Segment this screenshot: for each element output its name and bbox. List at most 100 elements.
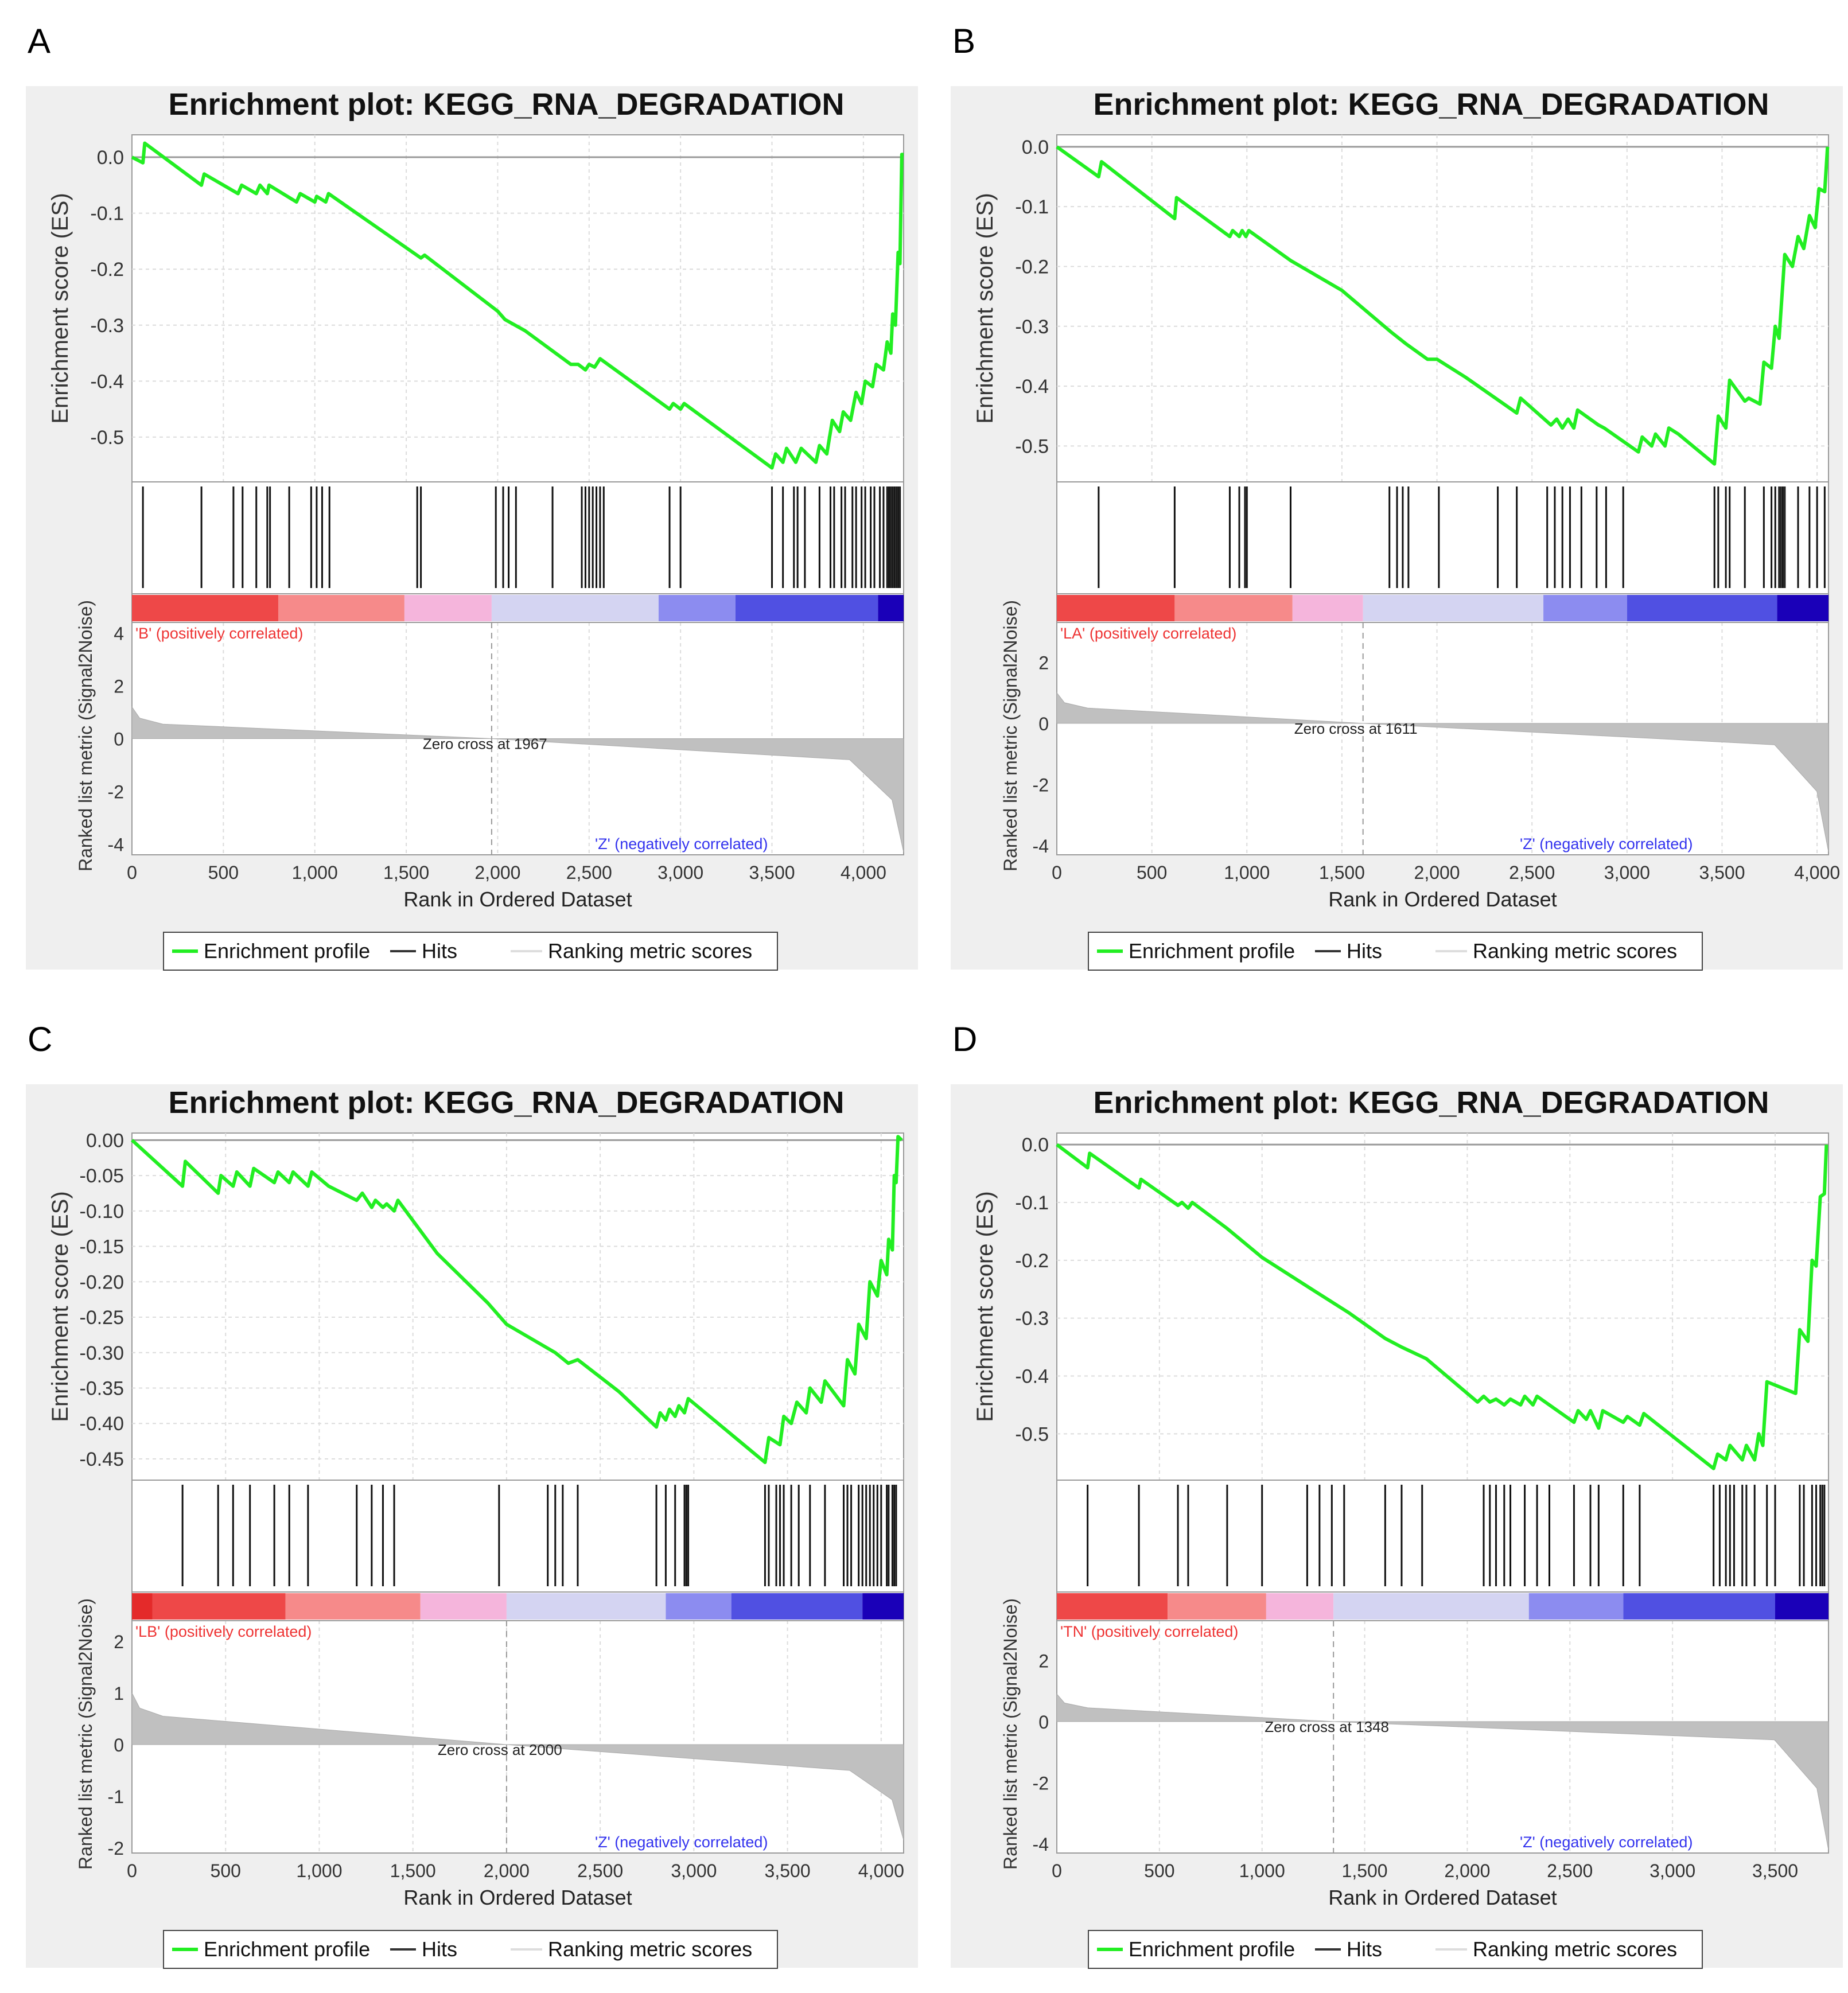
- heatmap-band: [1627, 595, 1777, 621]
- es-tick-label: -0.1: [1015, 1192, 1049, 1214]
- metric-tick-label: -4: [1033, 1834, 1049, 1855]
- metric-tick-label: 0: [1038, 714, 1049, 734]
- x-tick-label: 0: [1052, 862, 1062, 883]
- legend-ranking-label: Ranking metric scores: [548, 939, 752, 963]
- es-tick-label: -0.5: [1015, 1423, 1049, 1445]
- metric-tick-label: 0: [114, 1735, 124, 1755]
- metric-tick-label: -2: [1033, 774, 1049, 795]
- x-axis-label: Rank in Ordered Dataset: [1328, 887, 1557, 911]
- positive-correlation-label: 'B' (positively correlated): [135, 625, 303, 642]
- x-tick-label: 1,000: [296, 1860, 342, 1881]
- x-tick-label: 3,500: [1752, 1860, 1798, 1881]
- metric-tick-label: 4: [114, 623, 124, 644]
- x-tick-label: 500: [1144, 1860, 1174, 1881]
- panel-c: C 0.00 -0.05 -0.10 -0.15 -0.20 -0.25 -0.30 -0.35…: [26, 1020, 918, 1969]
- es-tick-label: -0.05: [80, 1165, 125, 1187]
- x-tick-label: 3,500: [1699, 862, 1745, 883]
- x-tick-label: 4,000: [858, 1860, 904, 1881]
- x-axis-label: Rank in Ordered Dataset: [403, 1886, 632, 1909]
- panel-a: A 0.0 -0.1 -0.2 -0.3 -0.4 -0.5 4 2 0 -2 -4 Zero cros…: [26, 22, 918, 971]
- x-tick-label: 0: [127, 862, 137, 883]
- plot-title: Enrichment plot: KEGG_RNA_DEGRADATION: [1093, 1085, 1769, 1120]
- metric-tick-label: -4: [1033, 836, 1049, 857]
- panel-letter: A: [28, 22, 50, 60]
- heatmap-band: [1292, 595, 1363, 621]
- enrichment-profile-line: [1056, 1143, 1828, 1470]
- metric-axis-label: Ranked list metric (Signal2Noise): [1000, 1598, 1021, 1870]
- positive-correlation-label: 'LB' (positively correlated): [135, 1623, 312, 1640]
- es-tick-label: 0.00: [86, 1130, 124, 1151]
- negative-correlation-label: 'Z' (negatively correlated): [1520, 835, 1693, 853]
- panel-letter: C: [28, 1020, 52, 1058]
- plot-title: Enrichment plot: KEGG_RNA_DEGRADATION: [168, 87, 844, 122]
- es-tick-label: -0.4: [90, 371, 124, 392]
- heatmap-band: [862, 1593, 904, 1620]
- es-tick-label: 0.0: [97, 147, 124, 169]
- x-tick-label: 1,000: [1239, 1860, 1285, 1881]
- metric-tick-label: -1: [108, 1786, 124, 1807]
- es-tick-label: -0.4: [1015, 376, 1049, 398]
- plot-title: Enrichment plot: KEGG_RNA_DEGRADATION: [1093, 87, 1769, 122]
- legend-ranking-label: Ranking metric scores: [1473, 1937, 1677, 1961]
- es-axis-label: Enrichment score (ES): [972, 193, 998, 423]
- x-tick-label: 0: [1052, 1860, 1062, 1881]
- enrichment-profile-line: [130, 1135, 903, 1465]
- es-tick-label: -0.15: [80, 1236, 125, 1258]
- heatmap-band: [420, 1593, 507, 1620]
- x-tick-label: 2,500: [566, 862, 612, 883]
- panel-d: D 0.0 -0.1 -0.2 -0.3 -0.4 -0.5 2 0 -2 -4 Zero cross…: [951, 1020, 1843, 1969]
- negative-correlation-label: 'Z' (negatively correlated): [595, 835, 768, 853]
- es-tick-label: 0.0: [1022, 137, 1049, 158]
- x-tick-label: 2,000: [484, 1860, 530, 1881]
- panel-b: B 0.0 -0.1 -0.2 -0.3 -0.4 -0.5 2 0 -2 -4 Zero cross…: [951, 22, 1843, 971]
- negative-correlation-label: 'Z' (negatively correlated): [595, 1834, 768, 1851]
- x-tick-label: 3,000: [658, 862, 703, 883]
- es-tick-label: -0.3: [1015, 1308, 1049, 1330]
- heatmap-band: [132, 1593, 153, 1620]
- legend-ranking-label: Ranking metric scores: [548, 1937, 752, 1961]
- panel-letter: D: [952, 1020, 977, 1058]
- x-tick-label: 2,500: [577, 1860, 623, 1881]
- heatmap-band: [878, 595, 904, 621]
- metric-tick-label: 0: [114, 729, 124, 750]
- heatmap-band: [1775, 1593, 1828, 1620]
- es-tick-label: -0.5: [90, 427, 124, 449]
- legend-box: [1088, 932, 1703, 971]
- legend: Enrichment profile Hits Ranking metric sco…: [1088, 1930, 1703, 1969]
- legend: Enrichment profile Hits Ranking metric sco…: [163, 932, 778, 971]
- metric-tick-label: 2: [1038, 652, 1049, 673]
- positive-correlation-label: 'TN' (positively correlated): [1060, 1623, 1238, 1640]
- x-tick-label: 3,000: [671, 1860, 717, 1881]
- es-axis-label: Enrichment score (ES): [48, 193, 73, 423]
- metric-tick-label: 2: [114, 1632, 124, 1652]
- legend-enrichment-label: Enrichment profile: [1129, 1937, 1295, 1961]
- legend-box: [163, 932, 778, 971]
- legend: Enrichment profile Hits Ranking metric sco…: [163, 1930, 778, 1969]
- zero-cross-label: Zero cross at 2000: [438, 1741, 562, 1758]
- x-tick-label: 2,500: [1547, 1860, 1593, 1881]
- x-tick-label: 3,000: [1604, 862, 1650, 883]
- legend-hits-label: Hits: [1347, 1937, 1382, 1961]
- legend-hits-label: Hits: [1347, 939, 1382, 963]
- legend-box: [1088, 1930, 1703, 1969]
- x-axis-label: Rank in Ordered Dataset: [1328, 1886, 1557, 1909]
- metric-tick-label: -4: [108, 835, 124, 855]
- es-tick-label: -0.30: [80, 1342, 125, 1364]
- heatmap-band: [1363, 595, 1544, 621]
- x-tick-label: 4,000: [1794, 862, 1840, 883]
- es-tick-label: -0.4: [1015, 1366, 1049, 1388]
- es-tick-label: -0.10: [80, 1201, 125, 1223]
- heatmap-band: [1777, 595, 1828, 621]
- metric-tick-label: -2: [108, 782, 124, 803]
- es-tick-label: -0.25: [80, 1307, 125, 1329]
- x-tick-label: 3,500: [749, 862, 795, 883]
- ranked-metric-area: [131, 1692, 904, 1840]
- metric-tick-label: 1: [114, 1683, 124, 1704]
- metric-tick-label: -2: [1033, 1773, 1049, 1793]
- enrichment-profile-line: [1056, 145, 1830, 466]
- metric-axis-label: Ranked list metric (Signal2Noise): [1000, 600, 1021, 871]
- heatmap-band: [278, 595, 404, 621]
- x-tick-label: 2,500: [1509, 862, 1555, 883]
- es-tick-label: -0.35: [80, 1377, 125, 1399]
